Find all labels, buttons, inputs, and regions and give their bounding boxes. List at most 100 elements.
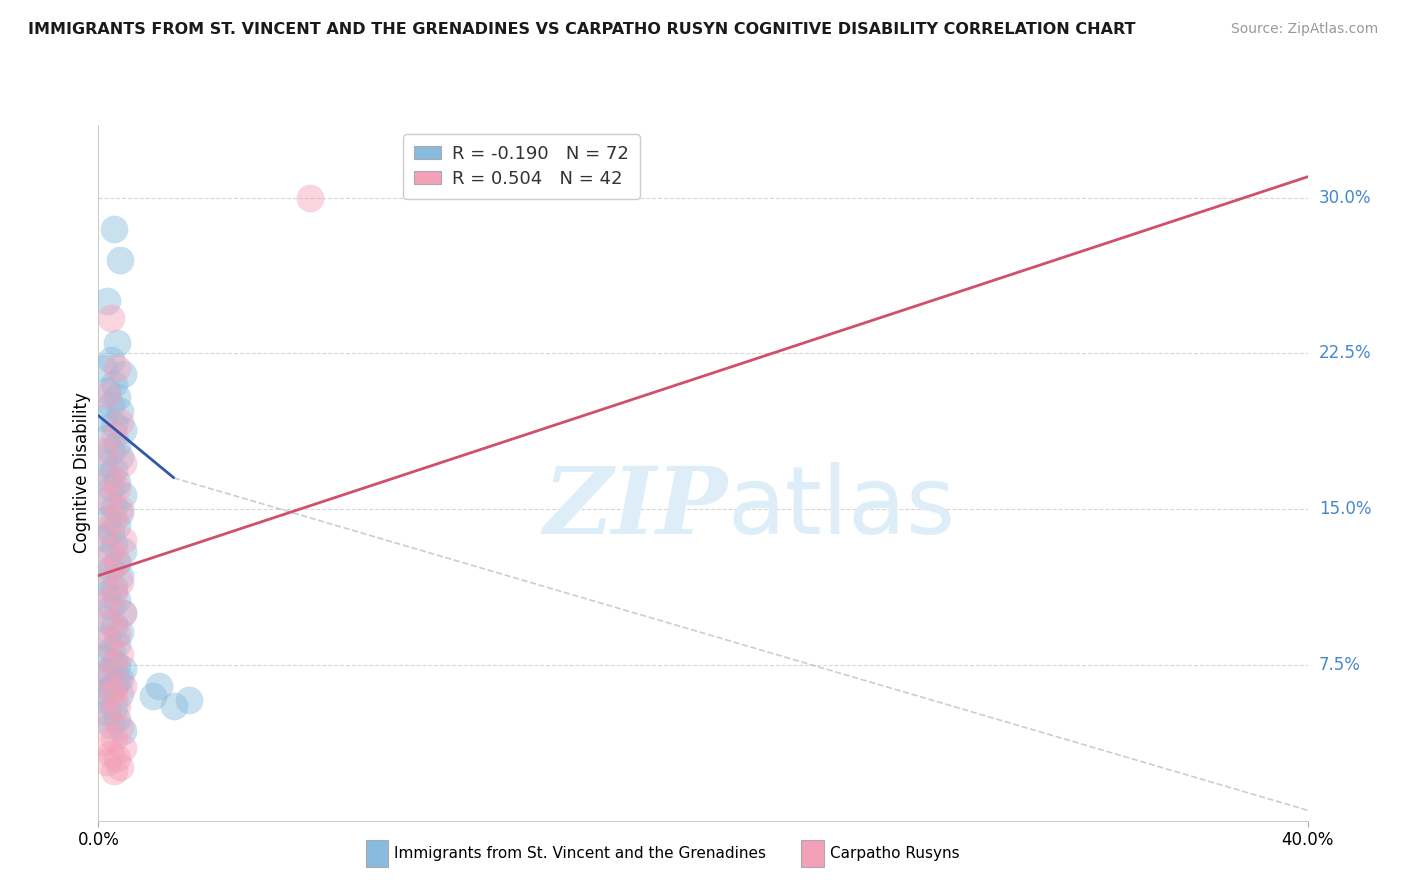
Point — [108, 415, 131, 429]
Point — [96, 631, 118, 645]
Point — [93, 685, 115, 699]
Point — [142, 689, 165, 703]
Point — [96, 706, 118, 720]
Point — [100, 311, 122, 326]
Text: atlas: atlas — [727, 461, 956, 554]
Point — [103, 682, 125, 697]
Point — [108, 450, 131, 465]
Point — [100, 718, 122, 732]
Point — [103, 512, 125, 526]
Point — [111, 662, 134, 676]
Point — [163, 699, 186, 714]
Point — [100, 689, 122, 703]
Point — [105, 593, 128, 607]
Point — [111, 367, 134, 381]
Point — [105, 518, 128, 533]
Point — [111, 606, 134, 620]
Point — [108, 687, 131, 701]
Point — [103, 500, 125, 514]
Point — [100, 599, 122, 614]
Point — [96, 710, 118, 724]
Point — [103, 731, 125, 745]
Point — [148, 679, 170, 693]
Point — [96, 512, 118, 526]
Point — [103, 699, 125, 714]
Legend: R = -0.190   N = 72, R = 0.504   N = 42: R = -0.190 N = 72, R = 0.504 N = 42 — [404, 134, 640, 199]
Point — [93, 457, 115, 471]
Point — [105, 556, 128, 570]
Point — [108, 404, 131, 418]
Point — [93, 493, 115, 508]
Point — [93, 444, 115, 458]
Point — [105, 475, 128, 489]
Point — [93, 693, 115, 707]
Point — [105, 712, 128, 726]
Point — [108, 252, 131, 267]
Point — [105, 657, 128, 672]
Point — [108, 506, 131, 520]
Point — [111, 679, 134, 693]
Point — [100, 352, 122, 367]
Point — [111, 606, 134, 620]
Text: Carpatho Rusyns: Carpatho Rusyns — [830, 847, 959, 861]
Point — [105, 360, 128, 375]
Point — [93, 596, 115, 610]
Point — [103, 585, 125, 599]
Point — [111, 533, 134, 548]
Text: 7.5%: 7.5% — [1319, 656, 1361, 673]
Point — [96, 664, 118, 678]
Point — [96, 388, 118, 402]
Point — [96, 565, 118, 579]
Text: 30.0%: 30.0% — [1319, 188, 1371, 207]
Point — [105, 554, 128, 568]
Point — [103, 581, 125, 595]
Point — [111, 423, 134, 437]
Point — [105, 626, 128, 640]
Point — [96, 468, 118, 483]
Point — [93, 668, 115, 682]
Point — [111, 724, 134, 739]
Point — [103, 377, 125, 392]
Point — [105, 335, 128, 350]
Point — [100, 481, 122, 495]
Y-axis label: Cognitive Disability: Cognitive Disability — [73, 392, 91, 553]
Point — [93, 574, 115, 589]
Text: Source: ZipAtlas.com: Source: ZipAtlas.com — [1230, 22, 1378, 37]
Point — [100, 643, 122, 657]
Point — [108, 720, 131, 734]
Point — [93, 531, 115, 545]
Point — [100, 398, 122, 412]
Point — [103, 537, 125, 551]
Text: 22.5%: 22.5% — [1319, 344, 1371, 362]
Point — [100, 681, 122, 695]
Point — [100, 747, 122, 761]
Point — [96, 294, 118, 309]
Point — [108, 502, 131, 516]
Point — [103, 679, 125, 693]
Point — [100, 543, 122, 558]
Point — [108, 673, 131, 687]
Point — [105, 438, 128, 452]
Point — [96, 384, 118, 398]
Point — [299, 190, 322, 204]
Point — [103, 657, 125, 672]
Point — [93, 735, 115, 749]
Point — [103, 656, 125, 670]
Point — [93, 410, 115, 425]
Point — [96, 587, 118, 601]
Point — [177, 693, 201, 707]
Point — [100, 524, 122, 539]
Point — [96, 549, 118, 564]
Point — [103, 764, 125, 778]
Point — [103, 429, 125, 443]
Point — [108, 759, 131, 773]
Point — [100, 471, 122, 485]
Point — [96, 668, 118, 682]
Point — [96, 432, 118, 446]
Text: 15.0%: 15.0% — [1319, 500, 1371, 518]
Point — [93, 523, 115, 537]
Point — [105, 674, 128, 689]
Point — [105, 751, 128, 765]
Point — [105, 699, 128, 714]
Point — [108, 568, 131, 582]
